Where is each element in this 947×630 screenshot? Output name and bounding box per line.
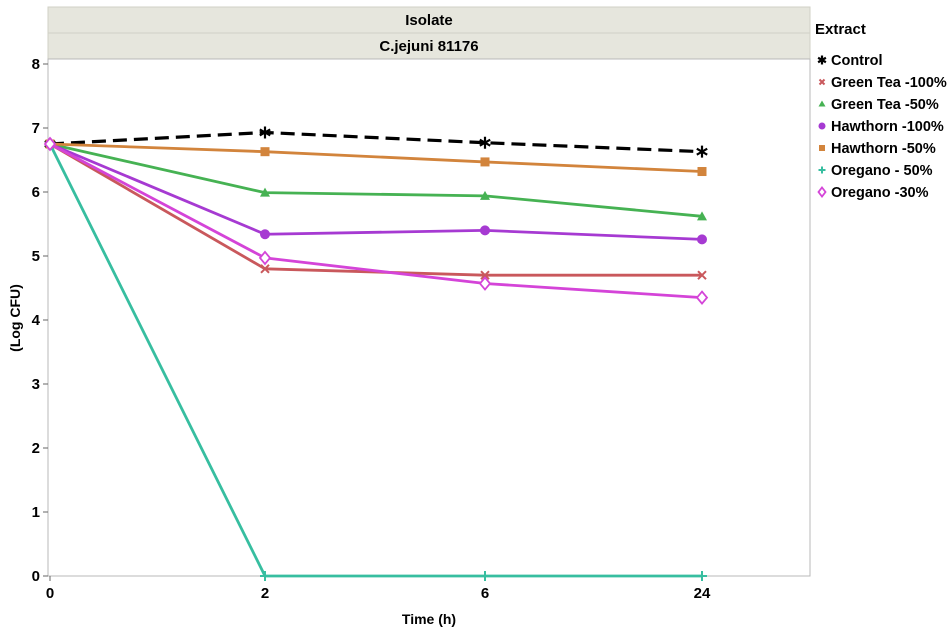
data-point <box>480 571 490 581</box>
y-tick-label: 2 <box>32 440 40 457</box>
series-line <box>49 142 703 241</box>
y-tick-label: 0 <box>32 568 40 585</box>
x-tick-label: 2 <box>261 585 269 602</box>
legend-label: Hawthorn -100% <box>831 119 944 135</box>
data-point <box>818 166 826 174</box>
legend-label: Oregano - 50% <box>831 163 933 179</box>
y-tick-label: 8 <box>32 56 40 73</box>
x-tick-label: 24 <box>694 585 711 602</box>
y-tick-label: 4 <box>32 312 41 329</box>
series-line <box>49 142 703 299</box>
data-point <box>697 234 707 245</box>
data-point <box>817 55 827 65</box>
y-tick-label: 1 <box>32 504 40 521</box>
data-point <box>258 250 272 266</box>
header-subtitle: C.jejuni 81176 <box>379 38 478 55</box>
legend-item: Hawthorn -100% <box>818 119 944 135</box>
y-tick-label: 5 <box>32 248 40 265</box>
data-point <box>697 167 707 177</box>
legend-item: Oregano -30% <box>817 185 929 201</box>
header-band-isolate <box>47 6 811 34</box>
series-oregano-30 <box>43 136 709 306</box>
legend-label: Green Tea -100% <box>831 75 947 91</box>
legend-label: Oregano -30% <box>831 185 929 201</box>
series-line <box>49 142 703 218</box>
data-point <box>43 136 57 152</box>
data-point <box>480 270 490 280</box>
legend-label: Hawthorn -50% <box>831 141 936 157</box>
legend-label: Control <box>831 53 883 69</box>
series-line <box>49 142 703 173</box>
legend-item: Control <box>817 53 883 69</box>
series-line <box>48 143 702 578</box>
data-point <box>478 276 492 291</box>
data-point <box>260 147 270 157</box>
series-layer <box>43 126 709 581</box>
legend: Extract Control Green Tea -100% Green Tea … <box>815 21 947 201</box>
data-point <box>697 211 707 221</box>
data-point <box>817 186 827 198</box>
legend-label: Green Tea -50% <box>831 97 939 113</box>
y-tick-label: 7 <box>32 120 40 137</box>
data-point <box>260 229 270 240</box>
data-point <box>479 136 491 149</box>
data-point <box>697 571 707 581</box>
data-point <box>818 100 826 107</box>
x-axis-title: Time (h) <box>402 611 456 627</box>
x-tick-label: 6 <box>481 585 489 602</box>
header-band-strain <box>47 32 811 60</box>
series-hawthorn-100 <box>45 139 707 245</box>
y-axis-title: (Log CFU) <box>7 284 23 352</box>
y-tick-label: 6 <box>32 184 40 201</box>
legend-item: Green Tea -50% <box>818 97 939 113</box>
legend-item: Green Tea -100% <box>818 75 947 91</box>
y-tick-label: 3 <box>32 376 40 393</box>
data-point <box>697 270 707 280</box>
plot-area <box>47 58 811 577</box>
data-point <box>259 126 271 139</box>
data-point <box>260 187 270 197</box>
legend-item: Hawthorn -50% <box>819 141 936 157</box>
data-point <box>480 225 490 236</box>
y-axis: 0 1 2 3 4 5 6 7 8 <box>32 56 48 585</box>
data-point <box>818 78 826 86</box>
x-tick-label: 0 <box>46 585 54 602</box>
data-point <box>480 157 490 167</box>
series-line <box>49 130 703 154</box>
legend-title: Extract <box>815 21 866 38</box>
data-point <box>695 290 709 306</box>
x-axis: 0 2 6 24 <box>46 576 711 602</box>
data-point <box>260 571 270 581</box>
data-point <box>818 122 826 130</box>
data-point <box>480 190 490 200</box>
header-title: Isolate <box>405 12 453 29</box>
legend-item: Oregano - 50% <box>818 163 933 179</box>
data-point <box>696 145 708 158</box>
data-point <box>260 264 270 274</box>
data-point <box>819 145 825 151</box>
